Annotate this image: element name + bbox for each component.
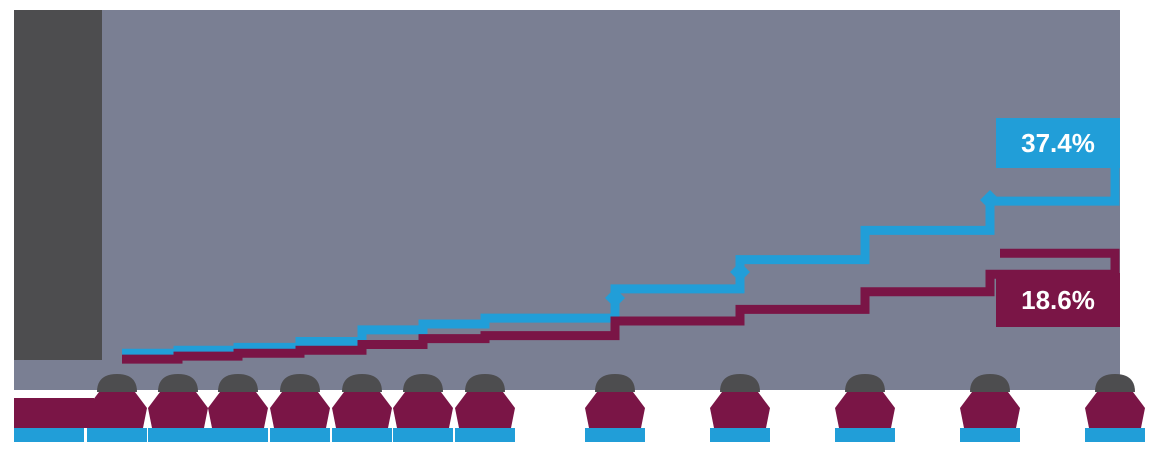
x-tick-marker — [710, 374, 770, 442]
step-diamond-marker — [730, 262, 750, 282]
series-a-end-label: 37.4% — [996, 118, 1120, 168]
x-tick-marker — [87, 374, 147, 442]
series-line-1 — [122, 248, 1120, 364]
x-tick-marker — [835, 374, 895, 442]
x-tick-marker — [393, 374, 453, 442]
y-axis-panel — [14, 10, 102, 360]
series-b-end-label: 18.6% — [996, 273, 1120, 327]
x-tick-marker — [1085, 374, 1145, 442]
x-tick-marker — [332, 374, 392, 442]
series-line-0 — [122, 138, 1120, 358]
x-tick-marker — [270, 374, 330, 442]
series-a-end-value: 37.4% — [1021, 127, 1095, 158]
x-tick-marker — [585, 374, 645, 442]
x-tick-marker — [148, 374, 208, 442]
x-tick-marker — [960, 374, 1020, 442]
step-diamond-marker — [605, 288, 625, 308]
step-diamond-marker — [980, 190, 1000, 210]
x-tick-marker — [208, 374, 268, 442]
x-tick-marker — [455, 374, 515, 442]
series-b-end-value: 18.6% — [1021, 284, 1095, 315]
x-axis-band — [14, 360, 1120, 390]
